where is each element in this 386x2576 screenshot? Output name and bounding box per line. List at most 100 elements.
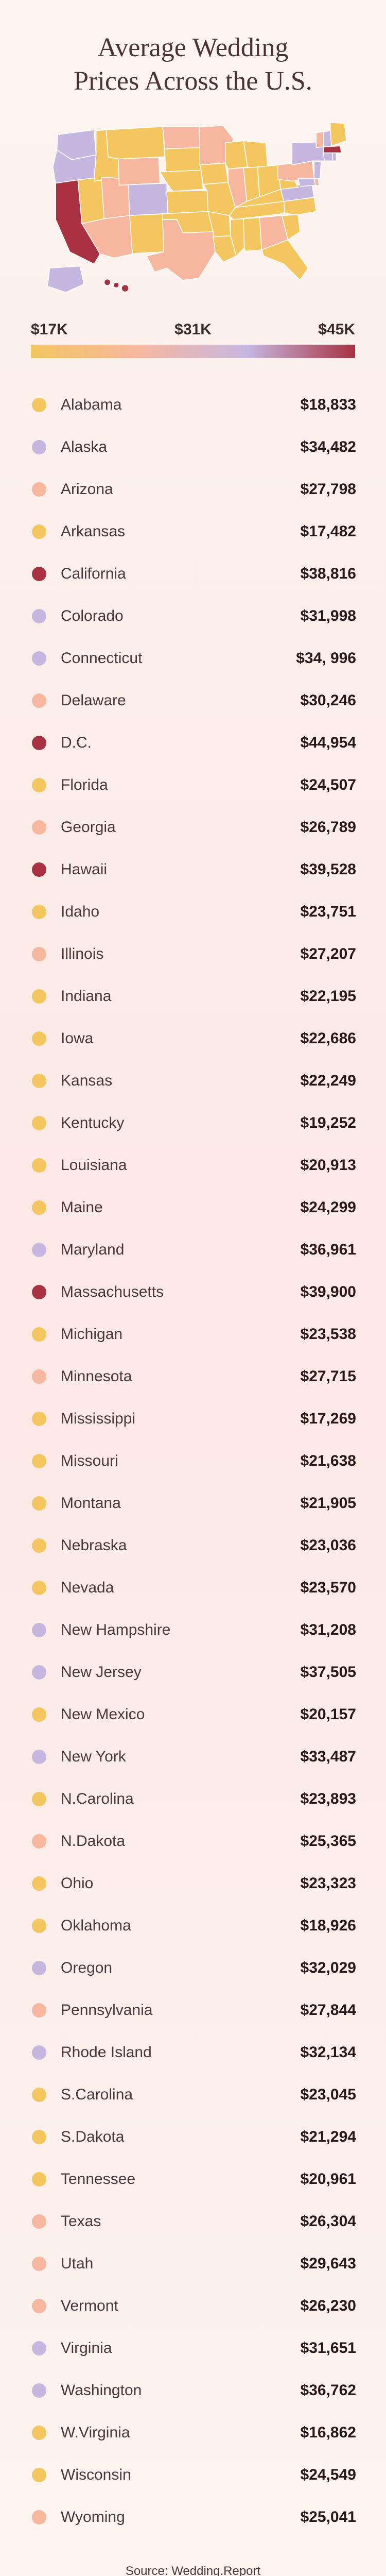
table-row: Pennsylvania $27,844 — [30, 1989, 356, 2031]
state-name: Maine — [61, 1199, 103, 1216]
state-name: D.C. — [61, 734, 92, 752]
state-name: Pennsylvania — [61, 2002, 152, 2019]
state-price: $23,751 — [301, 903, 356, 921]
state-name: Illinois — [61, 945, 103, 963]
state-name: Arizona — [61, 481, 113, 498]
tier-dot-icon — [32, 609, 46, 623]
state-price: $27,207 — [301, 945, 356, 963]
tier-dot-icon — [32, 1454, 46, 1468]
table-row: Kentucky$19,252 — [30, 1102, 356, 1144]
state-name: Wisconsin — [61, 2466, 131, 2484]
state-price: $23,045 — [301, 2086, 356, 2104]
tier-dot-icon — [32, 2341, 46, 2355]
state-name: Georgia — [61, 819, 116, 836]
tier-dot-icon — [32, 440, 46, 454]
state-name: Colorado — [61, 607, 124, 625]
state-price: $37,505 — [301, 1664, 356, 1681]
table-row: Louisiana$20,913 — [30, 1144, 356, 1187]
tier-dot-icon — [32, 1750, 46, 1764]
map-state-ak — [47, 266, 84, 292]
state-price: $32,029 — [301, 1959, 356, 1977]
table-row: Washington$36,762 — [30, 2369, 356, 2412]
map-state-sd — [165, 148, 201, 172]
state-name: Mississippi — [61, 1410, 135, 1428]
tier-dot-icon — [32, 1876, 46, 1891]
tier-dot-icon — [32, 1496, 46, 1511]
state-name: New Mexico — [61, 1706, 145, 1723]
legend-labels: $17K $31K $45K — [26, 321, 360, 338]
tier-dot-icon — [32, 398, 46, 412]
state-price: $17,482 — [301, 523, 356, 540]
table-row: Georgia$26,789 — [30, 806, 356, 849]
tier-dot-icon — [32, 1623, 46, 1637]
state-name: Virginia — [61, 2340, 112, 2357]
table-row: New York$33,487 — [30, 1736, 356, 1778]
table-row: Arizona$27,798 — [30, 468, 356, 511]
state-name: Florida — [61, 776, 108, 794]
table-row: N.Dakota$25,365 — [30, 1820, 356, 1862]
table-row: S.Carolina$23,045 — [30, 2074, 356, 2116]
table-row: Tennessee $20,961 — [30, 2158, 356, 2200]
state-price: $31,998 — [301, 607, 356, 625]
state-price-list: Alabama$18,833Alaska$34,482Arizona$27,79… — [26, 384, 360, 2538]
map-state-vt — [316, 132, 323, 148]
tier-dot-icon — [32, 1285, 46, 1299]
state-price: $20,961 — [301, 2171, 356, 2188]
page-title: Average Wedding Prices Across the U.S. — [26, 31, 360, 98]
state-name: California — [61, 565, 126, 583]
state-name: New Hampshire — [61, 1621, 170, 1639]
tier-dot-icon — [32, 2045, 46, 2060]
map-state-nv — [78, 177, 104, 224]
tier-dot-icon — [32, 524, 46, 539]
map-state-nj — [314, 161, 321, 178]
map-state-mt — [106, 127, 165, 159]
state-name: Maryland — [61, 1241, 124, 1259]
state-price: $19,252 — [301, 1114, 356, 1132]
state-price: $23,570 — [301, 1579, 356, 1597]
state-name: Vermont — [61, 2297, 118, 2315]
table-row: Mississippi$17,269 — [30, 1398, 356, 1440]
table-row: Oklahoma$18,926 — [30, 1905, 356, 1947]
state-name: Alabama — [61, 396, 121, 414]
table-row: Ohio$23,323 — [30, 1862, 356, 1905]
map-state-ma — [323, 146, 341, 152]
state-price: $39,900 — [301, 1283, 356, 1301]
tier-dot-icon — [32, 947, 46, 961]
state-name: Minnesota — [61, 1368, 132, 1385]
state-price: $36,961 — [301, 1241, 356, 1259]
state-price: $24,507 — [301, 776, 356, 794]
tier-dot-icon — [32, 2172, 46, 2187]
table-row: Nevada$23,570 — [30, 1567, 356, 1609]
state-price: $22,686 — [301, 1030, 356, 1047]
table-row: Missouri$21,638 — [30, 1440, 356, 1482]
title-line1: Average Wedding — [98, 33, 289, 62]
state-price: $22,195 — [301, 988, 356, 1005]
table-row: Delaware$30,246 — [30, 680, 356, 722]
table-row: D.C.$44,954 — [30, 722, 356, 764]
state-price: $24,299 — [301, 1199, 356, 1216]
state-price: $20,913 — [301, 1157, 356, 1174]
state-price: $31,651 — [301, 2340, 356, 2357]
map-state-ct — [323, 153, 332, 161]
state-price: $23,036 — [301, 1537, 356, 1554]
state-price: $21,294 — [301, 2128, 356, 2146]
state-name: Alaska — [61, 438, 107, 456]
state-name: Connecticut — [61, 650, 142, 667]
table-row: Iowa$22,686 — [30, 1018, 356, 1060]
state-name: Tennessee — [61, 2171, 135, 2188]
state-price: $26,230 — [301, 2297, 356, 2315]
state-price: $23,893 — [301, 1790, 356, 1808]
map-state-ia — [200, 163, 228, 184]
state-price: $30,246 — [301, 692, 356, 709]
state-name: Ohio — [61, 1875, 93, 1892]
table-row: Nebraska$23,036 — [30, 1524, 356, 1567]
state-price: $24,549 — [301, 2466, 356, 2484]
us-map-svg — [33, 118, 353, 300]
tier-dot-icon — [32, 1412, 46, 1426]
state-name: Montana — [61, 1495, 121, 1512]
state-price: $27,844 — [301, 2002, 356, 2019]
state-name: Arkansas — [61, 523, 125, 540]
state-price: $25,041 — [301, 2509, 356, 2526]
table-row: Idaho$23,751 — [30, 891, 356, 933]
state-price: $26,304 — [301, 2213, 356, 2230]
